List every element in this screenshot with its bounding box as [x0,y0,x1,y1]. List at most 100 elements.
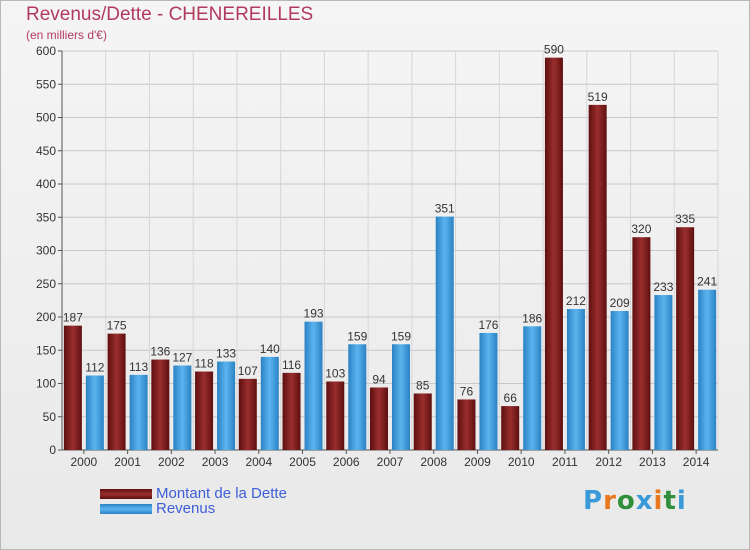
x-tick-label: 2002 [158,455,185,469]
x-tick-label: 2008 [420,455,447,469]
data-label-revenus: 112 [85,361,104,375]
bar-dette [107,333,126,450]
bar-dette [457,399,476,450]
bar-dette [544,57,563,451]
x-tick-label: 2011 [552,455,578,469]
bar-dette [282,372,301,450]
y-tick-label: 500 [36,111,56,125]
bar-dette [501,406,520,450]
x-tick-label: 2012 [595,455,622,469]
x-tick-label: 2009 [464,455,491,469]
data-label-revenus: 159 [391,329,411,343]
data-label-revenus: 351 [435,202,455,216]
data-label-revenus: 212 [566,294,586,308]
data-label-revenus: 209 [610,296,630,310]
bar-dette [151,359,170,450]
data-label-revenus: 127 [172,351,192,365]
data-label-revenus: 133 [216,347,236,361]
bars-layer [63,57,717,451]
logo-letter: P [583,486,604,516]
data-label-revenus: 233 [653,280,673,294]
bar-dette [676,227,695,450]
data-label-revenus: 159 [347,329,367,343]
data-label-dette: 116 [282,358,301,372]
bar-revenus [610,311,629,450]
bar-dette [632,237,651,450]
bar-revenus [654,295,673,450]
grid-layer [58,50,719,454]
bar-revenus [85,375,104,450]
bar-revenus [523,326,542,450]
y-tick-label: 300 [36,244,56,258]
data-label-revenus: 176 [478,318,498,332]
x-tick-label: 2007 [377,455,404,469]
logo-letter: x [635,486,654,516]
y-tick-label: 400 [36,177,56,191]
bar-revenus [129,374,148,450]
data-label-revenus: 193 [304,307,324,321]
data-label-dette: 519 [588,90,608,104]
data-label-dette: 85 [416,378,430,392]
y-tick-label: 450 [36,144,56,158]
data-label-dette: 590 [544,43,564,57]
x-tick-label: 2000 [71,455,98,469]
labels-layer: 0 50 100 150 200 250 300 350 400 450 500 550 600 2000… [36,43,717,469]
bar-revenus [348,344,367,450]
bar-dette [413,393,432,450]
data-label-dette: 187 [63,311,83,325]
x-tick-label: 2001 [114,455,141,469]
bar-revenus [173,365,192,450]
x-tick-label: 2005 [289,455,316,469]
y-tick-label: 200 [36,310,56,324]
legend-label-dette: Montant de la Dette [156,485,287,502]
x-tick-label: 2004 [245,455,272,469]
data-label-dette: 136 [150,345,170,359]
brand-logo: Proxiti [583,486,687,516]
logo-letter: o [616,486,636,516]
y-tick-label: 0 [49,443,56,457]
data-label-revenus: 241 [697,275,717,289]
logo-letter: t [663,486,677,516]
x-tick-label: 2010 [508,455,535,469]
data-label-revenus: 113 [129,360,148,374]
bar-revenus [566,309,585,450]
y-tick-label: 550 [36,77,56,91]
data-label-dette: 107 [238,364,258,378]
y-tick-label: 600 [36,44,56,58]
bar-dette [370,387,388,450]
legend-label-revenus: Revenus [156,500,216,517]
bar-dette [588,104,607,451]
y-tick-label: 100 [36,377,56,391]
x-tick-label: 2006 [333,455,360,469]
bar-dette [195,371,214,450]
y-tick-label: 250 [36,277,56,291]
data-label-revenus: 140 [260,342,280,356]
bar-revenus [392,344,410,450]
data-label-revenus: 186 [522,311,542,325]
bar-revenus [435,216,454,450]
bar-dette [63,325,82,450]
logo-letter: i [653,486,664,516]
x-tick-label: 2003 [202,455,229,469]
bar-revenus [698,289,717,450]
bar-revenus [260,356,279,450]
data-label-dette: 335 [675,212,695,226]
x-tick-label: 2014 [683,455,710,469]
bar-revenus [217,361,236,450]
bar-revenus [304,321,323,450]
data-label-dette: 320 [631,222,651,236]
legend-swatch-revenus [100,504,152,514]
bar-dette [238,378,257,450]
bar-revenus [479,332,498,450]
chart-subtitle: (en milliers d'€) [26,28,107,42]
legend-swatch-dette [100,489,152,499]
y-tick-label: 50 [43,410,57,424]
data-label-dette: 94 [372,372,386,386]
y-tick-label: 350 [36,210,56,224]
logo-letter: i [676,486,687,516]
y-tick-label: 150 [36,343,56,357]
data-label-dette: 76 [460,384,474,398]
data-label-dette: 103 [325,367,345,381]
